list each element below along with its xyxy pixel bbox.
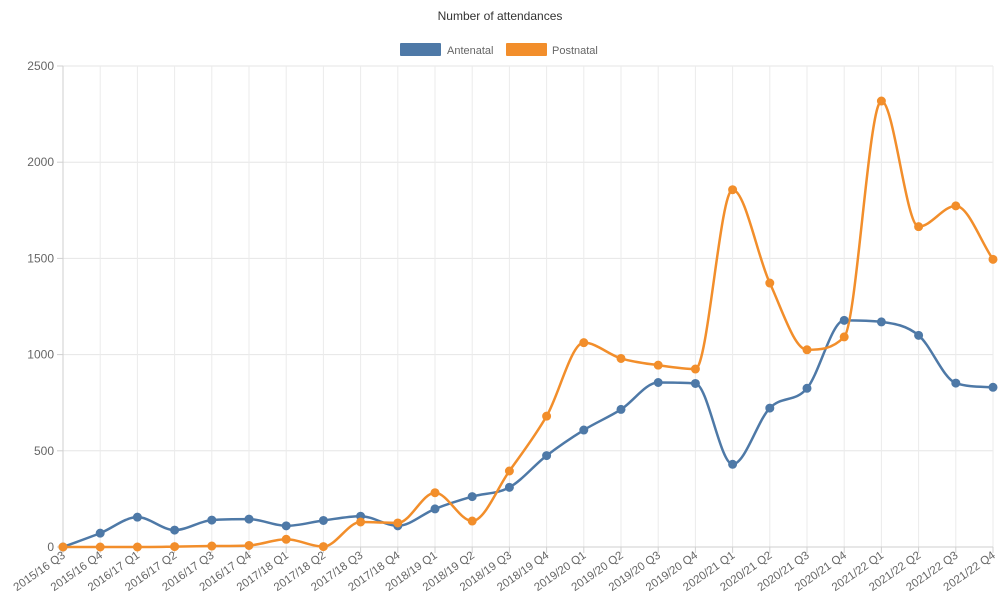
y-tick-label: 500	[34, 444, 54, 458]
data-point-antenatal[interactable]	[318, 515, 328, 525]
data-point-postnatal[interactable]	[579, 338, 589, 348]
data-point-antenatal[interactable]	[132, 512, 142, 522]
data-point-antenatal[interactable]	[430, 504, 440, 514]
series-points	[58, 96, 998, 552]
data-point-antenatal[interactable]	[281, 521, 291, 531]
y-axis-ticks: 0 500 1000 1500 2000 2500	[27, 59, 63, 554]
data-point-antenatal[interactable]	[95, 528, 105, 538]
y-tick-label: 2500	[27, 59, 54, 73]
data-point-postnatal[interactable]	[95, 542, 105, 552]
data-point-antenatal[interactable]	[653, 377, 663, 387]
data-point-antenatal[interactable]	[802, 383, 812, 393]
data-point-postnatal[interactable]	[542, 411, 552, 421]
grid	[62, 65, 994, 548]
data-point-postnatal[interactable]	[839, 332, 849, 342]
data-point-postnatal[interactable]	[504, 466, 514, 476]
data-point-antenatal[interactable]	[542, 451, 552, 461]
data-point-postnatal[interactable]	[951, 201, 961, 211]
data-point-antenatal[interactable]	[579, 425, 589, 435]
data-point-antenatal[interactable]	[876, 317, 886, 327]
series-line-postnatal	[61, 99, 995, 549]
data-point-antenatal[interactable]	[914, 330, 924, 340]
data-point-postnatal[interactable]	[207, 541, 217, 551]
legend: Antenatal Postnatal	[400, 43, 598, 57]
data-point-postnatal[interactable]	[170, 542, 180, 552]
data-point-antenatal[interactable]	[467, 492, 477, 502]
data-point-antenatal[interactable]	[504, 482, 514, 492]
data-point-postnatal[interactable]	[914, 222, 924, 232]
data-point-postnatal[interactable]	[728, 185, 738, 195]
data-point-antenatal[interactable]	[988, 382, 998, 392]
data-point-postnatal[interactable]	[244, 540, 254, 550]
data-point-postnatal[interactable]	[430, 488, 440, 498]
axes	[62, 66, 993, 548]
data-point-postnatal[interactable]	[616, 353, 626, 363]
y-tick-label: 2000	[27, 155, 54, 169]
data-point-antenatal[interactable]	[207, 515, 217, 525]
series-lines	[61, 99, 995, 549]
data-point-postnatal[interactable]	[393, 518, 403, 528]
data-point-antenatal[interactable]	[616, 404, 626, 414]
data-point-postnatal[interactable]	[281, 534, 291, 544]
legend-item-antenatal[interactable]: Antenatal	[400, 43, 493, 57]
data-point-postnatal[interactable]	[58, 542, 68, 552]
y-tick-label: 0	[47, 540, 54, 554]
data-point-antenatal[interactable]	[728, 459, 738, 469]
data-point-antenatal[interactable]	[951, 378, 961, 388]
data-point-postnatal[interactable]	[690, 364, 700, 374]
data-point-postnatal[interactable]	[765, 278, 775, 288]
legend-label-postnatal: Postnatal	[552, 45, 598, 57]
data-point-postnatal[interactable]	[356, 517, 366, 527]
data-point-postnatal[interactable]	[132, 542, 142, 552]
data-point-postnatal[interactable]	[467, 516, 477, 526]
data-point-antenatal[interactable]	[244, 514, 254, 524]
data-point-antenatal[interactable]	[765, 403, 775, 413]
data-point-postnatal[interactable]	[802, 345, 812, 355]
data-point-antenatal[interactable]	[170, 525, 180, 535]
legend-item-postnatal[interactable]: Postnatal	[506, 43, 598, 57]
y-tick-label: 1500	[27, 251, 54, 265]
legend-swatch-antenatal	[400, 43, 441, 56]
legend-swatch-postnatal	[506, 43, 547, 56]
data-point-postnatal[interactable]	[318, 542, 328, 552]
data-point-postnatal[interactable]	[988, 254, 998, 264]
data-point-antenatal[interactable]	[839, 315, 849, 325]
y-tick-label: 1000	[27, 348, 54, 362]
data-point-antenatal[interactable]	[690, 378, 700, 388]
data-point-postnatal[interactable]	[653, 360, 663, 370]
data-point-postnatal[interactable]	[876, 96, 886, 106]
chart-title: Number of attendances	[438, 9, 563, 23]
legend-label-antenatal: Antenatal	[447, 45, 493, 57]
